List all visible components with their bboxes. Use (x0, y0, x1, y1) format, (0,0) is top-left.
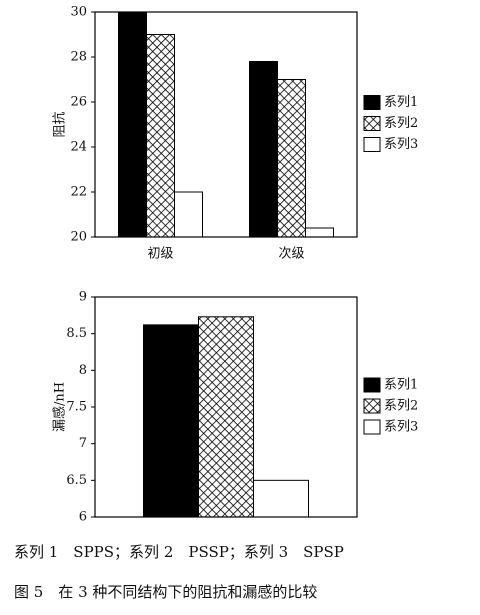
x-tick-label: 初级 (147, 247, 173, 262)
bar (174, 191, 203, 238)
y-axis-label: 漏感/nH (52, 382, 68, 432)
y-tick-label: 30 (70, 5, 87, 20)
y-tick-label: 20 (70, 230, 87, 245)
plot-frame (94, 296, 358, 518)
y-tick-label: 22 (70, 185, 87, 200)
y-tick-label: 28 (70, 50, 87, 65)
bar (277, 79, 306, 238)
legend-swatch (363, 137, 381, 152)
bar (253, 479, 309, 518)
y-tick-label: 9 (79, 290, 87, 305)
y-tick-label: 7 (79, 436, 87, 451)
legend-swatch (363, 419, 381, 435)
y-tick-label: 8.5 (66, 326, 87, 341)
legend-label: 系列1 (384, 378, 418, 393)
bar (305, 227, 334, 238)
legend-label: 系列2 (384, 399, 418, 414)
x-tick-label: 次级 (278, 246, 304, 262)
y-tick-label: 6.5 (66, 473, 87, 488)
y-axis-label: 阻抗 (53, 111, 68, 137)
legend-label: 系列2 (384, 116, 418, 131)
legend-label: 系列3 (384, 137, 418, 152)
y-tick-label: 8 (79, 363, 87, 378)
legend-label: 系列1 (384, 95, 418, 110)
y-tick-label: 7.5 (66, 400, 87, 415)
y-tick-label: 6 (79, 510, 87, 525)
y-tick-label: 24 (70, 140, 87, 155)
bar (143, 324, 199, 518)
bar (249, 61, 278, 238)
figure-title: 图 5 在 3 种不同结构下的阻抗和漏感的比较 (14, 583, 317, 601)
legend-label: 系列3 (384, 420, 418, 435)
legend-swatch (363, 398, 381, 414)
bar (198, 316, 254, 518)
bar (118, 11, 147, 238)
legend-swatch (363, 377, 381, 393)
plot-frame (94, 11, 358, 238)
y-tick-label: 26 (70, 95, 87, 110)
legend-swatch (363, 116, 381, 131)
legend-swatch (363, 95, 381, 110)
bar (146, 34, 175, 238)
caption: 系列 1 SPPS；系列 2 PSSP；系列 3 SPSP (14, 543, 344, 561)
